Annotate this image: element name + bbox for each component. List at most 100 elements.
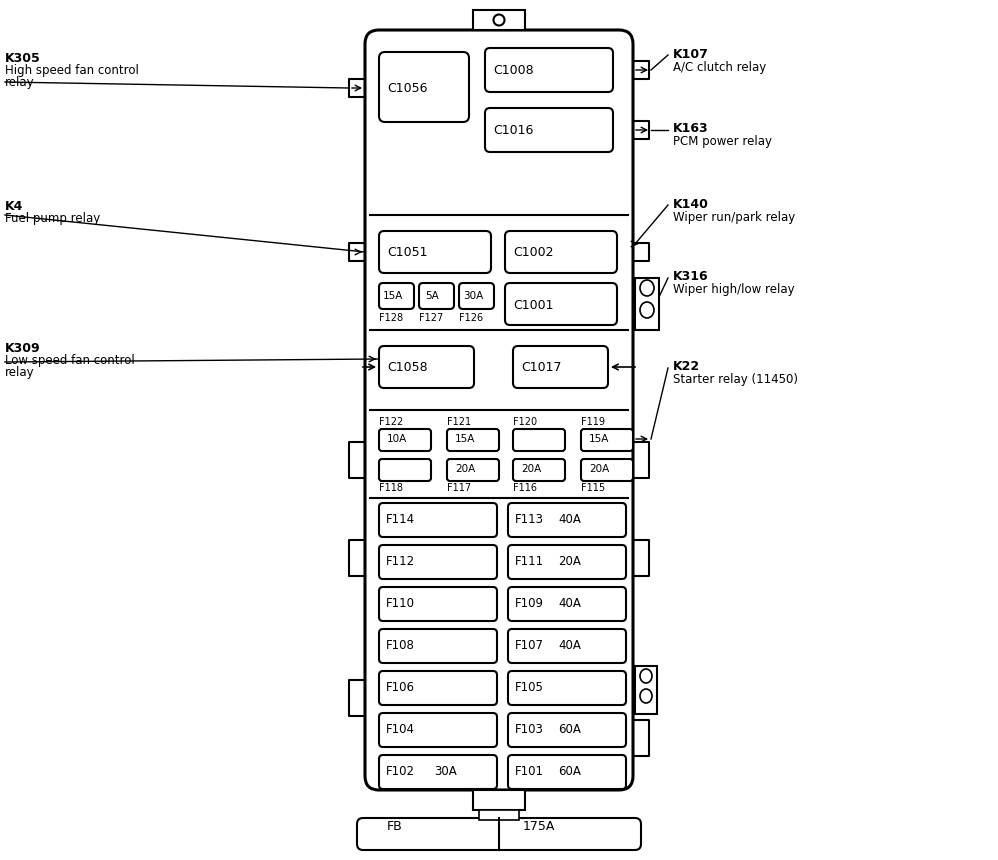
Text: 5A: 5A: [425, 291, 439, 301]
Text: 40A: 40A: [558, 597, 581, 610]
FancyBboxPatch shape: [508, 545, 626, 579]
Text: 30A: 30A: [463, 291, 483, 301]
FancyBboxPatch shape: [379, 429, 431, 451]
Text: F101: F101: [515, 765, 544, 778]
FancyBboxPatch shape: [513, 346, 608, 388]
Text: F128: F128: [379, 313, 403, 323]
FancyBboxPatch shape: [379, 231, 491, 273]
FancyBboxPatch shape: [379, 52, 469, 122]
Text: PCM power relay: PCM power relay: [673, 135, 772, 148]
Text: F108: F108: [386, 639, 415, 652]
Text: 20A: 20A: [589, 464, 609, 474]
Text: 60A: 60A: [558, 765, 581, 778]
FancyBboxPatch shape: [379, 587, 497, 621]
Text: Starter relay (11450): Starter relay (11450): [673, 373, 798, 386]
Text: 40A: 40A: [558, 513, 581, 526]
Text: K305: K305: [5, 52, 41, 65]
FancyBboxPatch shape: [505, 231, 617, 273]
Text: K22: K22: [673, 360, 701, 373]
FancyBboxPatch shape: [505, 283, 617, 325]
Text: C1056: C1056: [387, 82, 427, 95]
FancyBboxPatch shape: [357, 818, 641, 850]
Text: F114: F114: [386, 513, 415, 526]
Text: F118: F118: [379, 483, 403, 493]
Text: 15A: 15A: [383, 291, 403, 301]
Text: F127: F127: [419, 313, 443, 323]
Text: K107: K107: [673, 48, 709, 61]
Text: relay: relay: [5, 76, 35, 89]
Text: Wiper high/low relay: Wiper high/low relay: [673, 283, 794, 296]
FancyBboxPatch shape: [379, 346, 474, 388]
Text: C1008: C1008: [493, 64, 534, 77]
Text: High speed fan control: High speed fan control: [5, 64, 139, 77]
Text: F126: F126: [459, 313, 483, 323]
FancyBboxPatch shape: [581, 459, 633, 481]
Text: Low speed fan control: Low speed fan control: [5, 354, 135, 367]
Text: FB: FB: [387, 820, 403, 832]
Text: F110: F110: [386, 597, 415, 610]
FancyBboxPatch shape: [459, 283, 494, 309]
Text: 20A: 20A: [558, 555, 581, 568]
Text: F120: F120: [513, 417, 537, 427]
FancyBboxPatch shape: [447, 459, 499, 481]
Text: F116: F116: [513, 483, 537, 493]
Text: C1016: C1016: [493, 124, 533, 137]
Text: F115: F115: [581, 483, 605, 493]
Text: K309: K309: [5, 342, 41, 355]
Text: F119: F119: [581, 417, 605, 427]
FancyBboxPatch shape: [447, 429, 499, 451]
Text: K163: K163: [673, 122, 709, 135]
Text: K316: K316: [673, 270, 709, 283]
Text: 10A: 10A: [387, 434, 407, 444]
Text: Fuel pump relay: Fuel pump relay: [5, 212, 100, 225]
FancyBboxPatch shape: [508, 587, 626, 621]
Ellipse shape: [640, 689, 652, 703]
Text: F102: F102: [386, 765, 415, 778]
Text: F105: F105: [515, 681, 544, 694]
Text: F112: F112: [386, 555, 415, 568]
Text: K140: K140: [673, 198, 709, 211]
Text: F122: F122: [379, 417, 403, 427]
FancyBboxPatch shape: [379, 283, 414, 309]
Text: F104: F104: [386, 723, 415, 736]
Text: C1051: C1051: [387, 246, 427, 259]
Text: 60A: 60A: [558, 723, 581, 736]
FancyBboxPatch shape: [365, 30, 633, 790]
Bar: [479, 810, 519, 820]
FancyBboxPatch shape: [379, 503, 497, 537]
Text: Wiper run/park relay: Wiper run/park relay: [673, 211, 795, 224]
FancyBboxPatch shape: [508, 755, 626, 789]
Text: F109: F109: [515, 597, 544, 610]
FancyBboxPatch shape: [513, 459, 565, 481]
FancyBboxPatch shape: [419, 283, 454, 309]
Text: relay: relay: [5, 366, 35, 379]
Bar: [635, 278, 659, 330]
Text: K4: K4: [5, 200, 23, 213]
FancyBboxPatch shape: [379, 459, 431, 481]
Text: 20A: 20A: [521, 464, 541, 474]
FancyBboxPatch shape: [508, 503, 626, 537]
FancyBboxPatch shape: [581, 429, 633, 451]
FancyBboxPatch shape: [508, 713, 626, 747]
Text: F107: F107: [515, 639, 544, 652]
Text: 15A: 15A: [455, 434, 475, 444]
FancyBboxPatch shape: [379, 629, 497, 663]
Text: 15A: 15A: [589, 434, 610, 444]
Ellipse shape: [640, 280, 654, 296]
FancyBboxPatch shape: [513, 429, 565, 451]
Text: F121: F121: [447, 417, 471, 427]
FancyBboxPatch shape: [379, 713, 497, 747]
Text: A/C clutch relay: A/C clutch relay: [673, 61, 766, 74]
Text: F106: F106: [386, 681, 415, 694]
Text: F117: F117: [447, 483, 471, 493]
Text: 175A: 175A: [523, 820, 555, 832]
FancyBboxPatch shape: [379, 671, 497, 705]
Ellipse shape: [640, 302, 654, 318]
Text: F113: F113: [515, 513, 544, 526]
Text: 20A: 20A: [455, 464, 475, 474]
Text: F103: F103: [515, 723, 544, 736]
Text: F111: F111: [515, 555, 544, 568]
Bar: [635, 666, 657, 714]
FancyBboxPatch shape: [508, 671, 626, 705]
Text: C1001: C1001: [513, 299, 554, 312]
